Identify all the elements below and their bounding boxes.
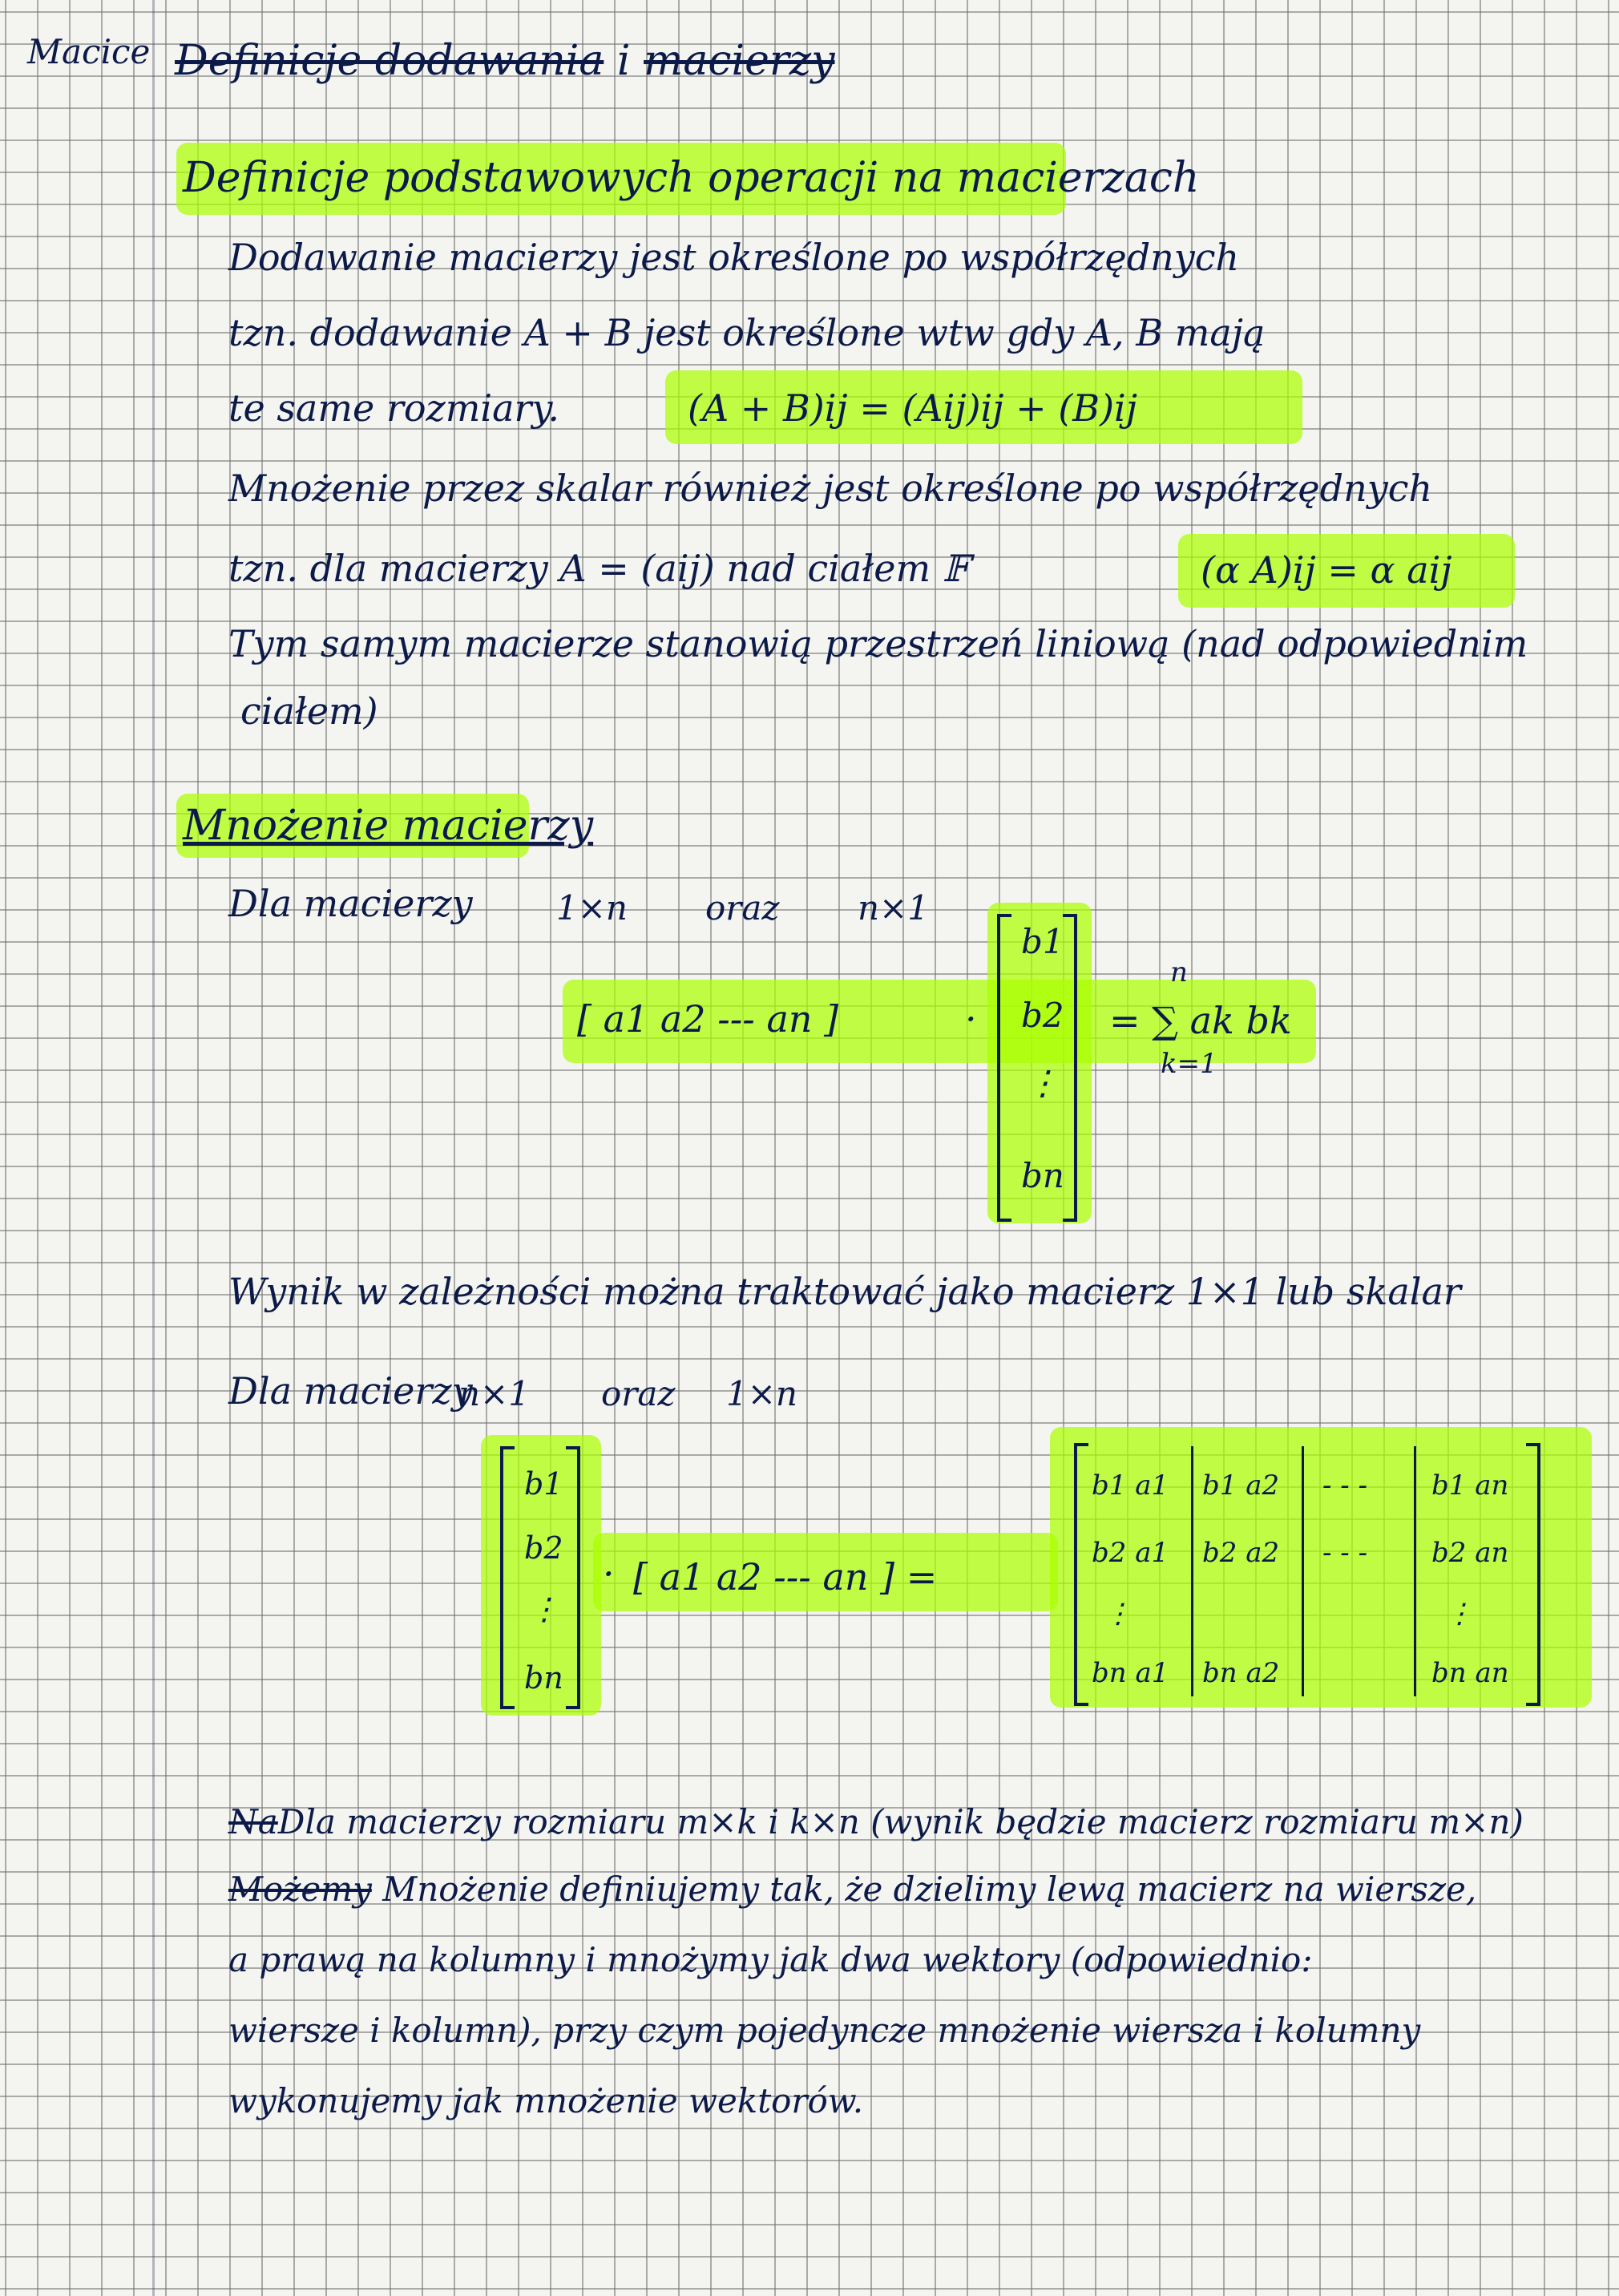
- mult-line1-conj: oraz: [705, 888, 780, 928]
- column-vector-b1: b1: [1021, 922, 1064, 961]
- outer-matrix-cell: b1 an: [1431, 1469, 1509, 1502]
- column-vector-bn: bn: [1021, 1156, 1064, 1195]
- outer-matrix-divider-1: [1191, 1446, 1193, 1696]
- margin-label: Macice: [27, 32, 151, 71]
- dot-operator-2: ·: [603, 1552, 615, 1595]
- row-vector2: [ a1 a2 --- an ] =: [633, 1555, 938, 1599]
- outer-matrix-cell: ⋮: [1446, 1598, 1473, 1630]
- row-vector: [ a1 a2 --- an ]: [577, 997, 839, 1041]
- column-vector2-b2: b2: [524, 1530, 563, 1566]
- page-title: Definicje dodawania i macierzy: [175, 40, 835, 82]
- formula-add: (A + B)ij = (Aij)ij + (B)ij: [688, 386, 1137, 430]
- mult-line2-lead: Dla macierzy: [228, 1369, 473, 1413]
- section1-line6: Tym samym macierze stanowią przestrzeń l…: [228, 622, 1528, 665]
- column-vector2-dots: ⋮: [529, 1591, 559, 1627]
- section1-line7: ciałem): [240, 689, 378, 733]
- page-title-struck: Definicje dodawania: [175, 37, 604, 85]
- outer-matrix-cell: ⋮: [1104, 1598, 1132, 1630]
- page-title-joiner: i: [616, 37, 631, 85]
- sum-lower-limit: k=1: [1161, 1048, 1217, 1080]
- margin-line: [152, 0, 155, 2296]
- paragraph-line1-text: Dla macierzy rozmiaru m×k i k×n (wynik b…: [277, 1802, 1524, 1841]
- highlight-formula-scalar: [1178, 534, 1515, 608]
- paragraph-line2-text: Mnożenie definiujemy tak, że dzielimy le…: [382, 1870, 1477, 1909]
- outer-matrix-cell: b1 a2: [1202, 1469, 1280, 1502]
- column-vector2-left-bracket: [500, 1446, 515, 1709]
- section2-heading: Mnożenie macierzy: [183, 802, 594, 850]
- outer-matrix-left-bracket: [1074, 1443, 1088, 1706]
- sum-upper-limit: n: [1170, 956, 1188, 988]
- section1-line3: te same rozmiary.: [228, 386, 559, 430]
- highlight-outer-product-right: [1050, 1427, 1592, 1708]
- column-vector2-right-bracket: [566, 1446, 580, 1709]
- outer-matrix-cell: bn an: [1431, 1657, 1509, 1689]
- paragraph-line1: NaDla macierzy rozmiaru m×k i k×n (wynik…: [228, 1805, 1524, 1839]
- highlight-outer-product-middle: [593, 1533, 1058, 1611]
- paragraph-line5: wykonujemy jak mnożenie wektorów.: [228, 2081, 864, 2120]
- mult-line2-dim1: n×1: [458, 1374, 530, 1413]
- outer-matrix-cell: b2 a2: [1202, 1537, 1280, 1569]
- mult-line2-dim2: 1×n: [726, 1374, 797, 1413]
- page-title-end: macierzy: [644, 37, 835, 85]
- paragraph-line3: a prawą na kolumny i mnożymy jak dwa wek…: [228, 1940, 1313, 1979]
- outer-matrix-divider-3: [1414, 1446, 1416, 1696]
- highlight-formula-add: [665, 370, 1302, 444]
- section1-line5: tzn. dla macierzy A = (aij) nad ciałem 𝔽: [228, 547, 969, 590]
- mult-line1-lead: Dla macierzy: [228, 882, 473, 925]
- outer-matrix-divider-2: [1302, 1446, 1304, 1696]
- formula-scalar: (α A)ij = α aij: [1201, 548, 1452, 592]
- dot-operator: ·: [965, 997, 977, 1041]
- paragraph-line4: wiersze i kolumn), przy czym pojedyncze …: [228, 2011, 1421, 2050]
- mult-line1-dim2: n×1: [858, 888, 929, 928]
- column-vector-right-bracket: [1063, 914, 1077, 1222]
- column-vector-b2: b2: [1021, 996, 1064, 1035]
- highlight-section2-heading: [176, 794, 529, 858]
- outer-matrix-cell: b1 a1: [1092, 1469, 1169, 1502]
- inner-product-result: = ∑ ak bk: [1109, 999, 1292, 1042]
- paragraph-line2-struck: Możemy: [228, 1870, 372, 1909]
- outer-matrix-cell: - - -: [1322, 1537, 1368, 1569]
- mult-line1-dim1: 1×n: [556, 888, 628, 928]
- paragraph-line1-struck: Na: [228, 1802, 278, 1841]
- outer-matrix-cell: bn a1: [1092, 1657, 1169, 1689]
- column-vector2-bn: bn: [524, 1660, 563, 1696]
- section1-line1: Dodawanie macierzy jest określone po wsp…: [228, 236, 1240, 279]
- outer-matrix-cell: b2 an: [1431, 1537, 1509, 1569]
- result-note: Wynik w zależności można traktować jako …: [228, 1270, 1461, 1313]
- column-vector-left-bracket: [997, 914, 1011, 1222]
- section1-line4: Mnożenie przez skalar również jest okreś…: [228, 467, 1433, 510]
- outer-matrix-cell: bn a2: [1202, 1657, 1280, 1689]
- mult-line2-conj: oraz: [601, 1374, 676, 1413]
- paragraph-line2: Możemy Mnożenie definiujemy tak, że dzie…: [228, 1873, 1476, 1906]
- column-vector-dots: ⋮: [1026, 1063, 1060, 1102]
- highlight-inner-product: [563, 980, 1316, 1063]
- outer-matrix-cell: b2 a1: [1092, 1537, 1169, 1569]
- section1-line2: tzn. dodawanie A + B jest określone wtw …: [228, 311, 1266, 354]
- highlight-section1-heading: [176, 143, 1066, 215]
- outer-matrix-cell: - - -: [1322, 1469, 1368, 1502]
- section1-heading: Definicje podstawowych operacji na macie…: [183, 154, 1200, 202]
- column-vector2-b1: b1: [524, 1466, 563, 1502]
- outer-matrix-right-bracket: [1526, 1443, 1540, 1706]
